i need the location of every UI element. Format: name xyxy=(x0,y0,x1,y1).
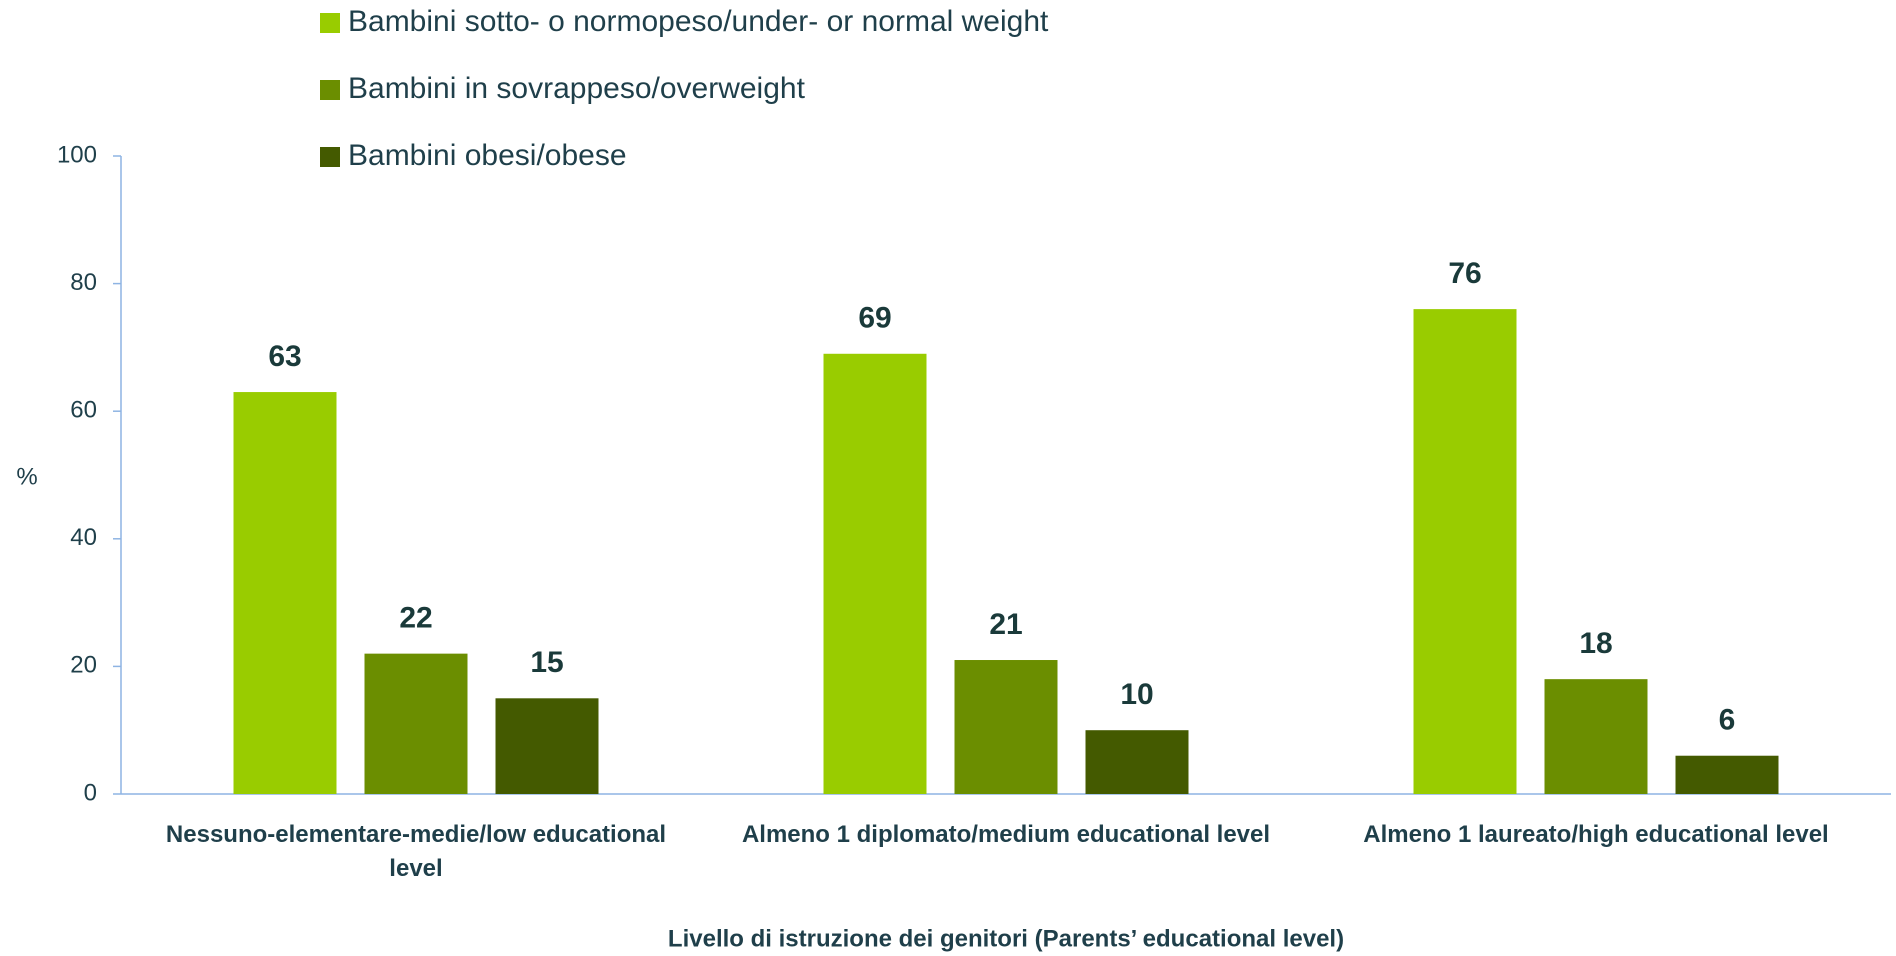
bar xyxy=(364,653,468,794)
data-label: 6 xyxy=(1719,704,1736,737)
y-tick-label: 100 xyxy=(57,141,97,168)
x-tick-label: Nessuno-elementare-medie/low educational… xyxy=(165,821,667,882)
bar xyxy=(1085,730,1189,794)
bar xyxy=(1675,755,1779,794)
data-label: 21 xyxy=(989,608,1022,641)
data-label: 63 xyxy=(268,340,301,373)
bar xyxy=(495,698,599,794)
x-tick-label: Almeno 1 laureato/high educational level xyxy=(1363,821,1829,848)
bar xyxy=(823,353,927,794)
legend-swatch xyxy=(320,147,340,167)
data-label: 69 xyxy=(858,302,891,335)
bar xyxy=(954,660,1058,794)
x-axis-title: Livello di istruzione dei genitori (Pare… xyxy=(668,925,1344,952)
legend-label: Bambini obesi/obese xyxy=(348,139,627,172)
legend-label: Bambini in sovrappeso/overweight xyxy=(348,72,806,105)
data-label: 18 xyxy=(1579,627,1612,660)
legend-swatch xyxy=(320,13,340,33)
data-label: 10 xyxy=(1120,678,1153,711)
bar xyxy=(233,392,337,794)
y-tick-label: 60 xyxy=(70,397,97,424)
legend-label: Bambini sotto- o normopeso/under- or nor… xyxy=(348,5,1049,38)
bar xyxy=(1544,679,1648,794)
y-tick-label: 40 xyxy=(70,524,97,551)
y-tick-label: 0 xyxy=(84,779,97,806)
data-label: 22 xyxy=(399,602,432,635)
data-label: 76 xyxy=(1448,257,1481,290)
y-tick-label: 20 xyxy=(70,652,97,679)
y-tick-label: 80 xyxy=(70,269,97,296)
x-tick-label: Almeno 1 diplomato/medium educational le… xyxy=(741,821,1271,848)
y-axis-title: % xyxy=(16,463,37,490)
data-label: 15 xyxy=(530,646,563,679)
bar xyxy=(1413,309,1517,794)
legend-swatch xyxy=(320,80,340,100)
